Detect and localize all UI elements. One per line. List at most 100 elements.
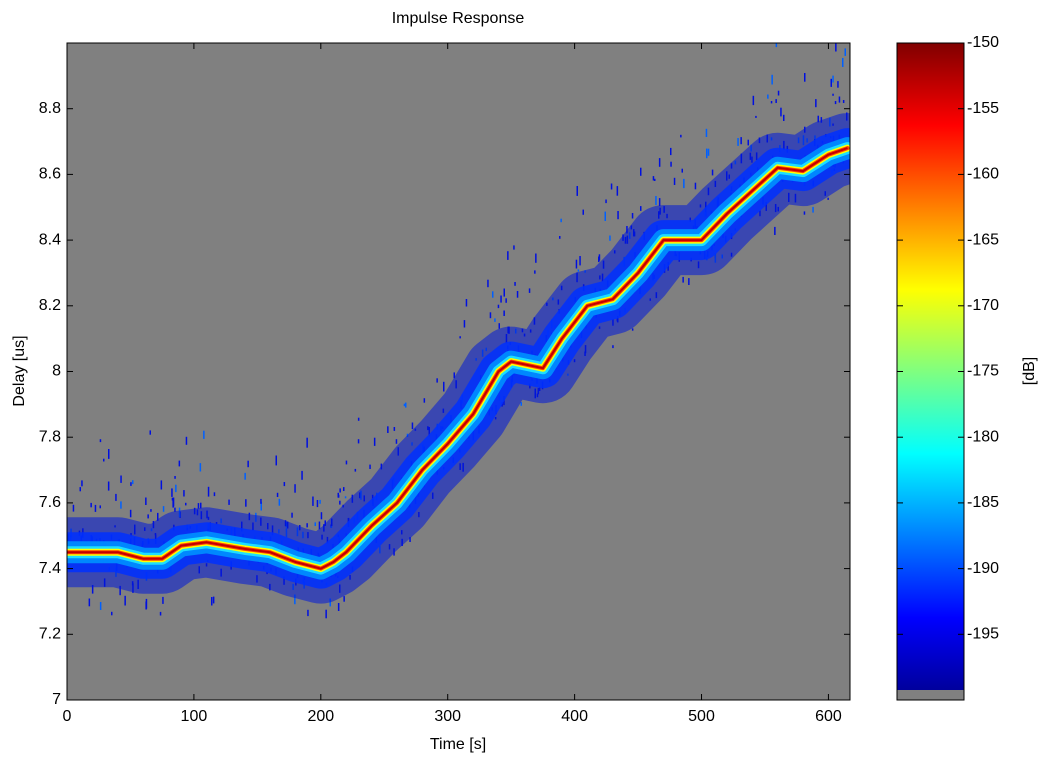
speckle: [103, 458, 105, 462]
speckle: [492, 291, 494, 298]
speckle: [145, 497, 147, 505]
speckle: [640, 206, 642, 211]
speckle: [344, 496, 347, 499]
speckle: [498, 323, 500, 329]
speckle: [244, 472, 246, 480]
speckle: [436, 378, 438, 383]
chart-title: Impulse Response: [392, 10, 525, 27]
speckle: [652, 176, 655, 181]
speckle: [534, 270, 536, 274]
speckle: [487, 279, 489, 288]
speckle: [183, 490, 185, 497]
speckle: [316, 500, 319, 508]
speckle: [283, 482, 286, 487]
speckle: [312, 496, 314, 506]
speckle: [99, 602, 102, 610]
speckle: [171, 497, 174, 501]
speckle: [582, 209, 584, 215]
speckle: [111, 611, 113, 616]
speckle: [838, 96, 841, 103]
y-tick-label: 8.2: [39, 297, 61, 314]
speckle: [276, 492, 279, 497]
speckle: [842, 58, 844, 67]
y-tick-label: 7: [52, 691, 61, 708]
speckle: [673, 177, 676, 185]
speckle: [513, 245, 515, 250]
speckle: [185, 436, 188, 445]
speckle: [577, 269, 580, 272]
speckle: [740, 137, 742, 145]
speckle: [605, 199, 607, 204]
speckle: [314, 522, 316, 526]
speckle: [774, 226, 776, 235]
speckle: [514, 282, 516, 286]
x-tick-label: 400: [561, 708, 588, 725]
speckle: [162, 596, 164, 604]
x-axis-label: Time [s]: [430, 736, 486, 753]
speckle: [771, 74, 773, 85]
speckle: [705, 128, 708, 137]
speckle: [329, 598, 331, 607]
speckle: [658, 198, 661, 207]
speckle: [357, 417, 360, 421]
speckle: [294, 594, 296, 605]
speckle: [820, 117, 823, 123]
speckle: [150, 509, 152, 512]
speckle: [688, 278, 690, 285]
speckle: [395, 439, 398, 444]
speckle: [157, 512, 159, 521]
speckle: [339, 488, 341, 493]
speckle: [339, 500, 341, 505]
speckle: [307, 609, 309, 617]
speckle: [489, 312, 492, 319]
speckle: [409, 537, 411, 542]
speckle: [306, 437, 308, 448]
speckle: [579, 256, 581, 266]
speckle: [804, 73, 806, 82]
speckle: [178, 460, 181, 467]
y-tick-label: 8.6: [39, 166, 61, 183]
speckle: [228, 499, 230, 505]
speckle: [160, 480, 163, 490]
speckle: [837, 81, 839, 88]
colorbar-label: [dB]: [1021, 357, 1038, 385]
speckle: [207, 486, 210, 497]
speckle: [463, 320, 466, 328]
speckle: [107, 481, 110, 491]
speckle: [393, 427, 396, 431]
speckle: [598, 254, 601, 261]
speckle: [318, 521, 321, 530]
y-tick-label: 8: [52, 363, 61, 380]
ridge-line: [67, 147, 848, 570]
speckle: [174, 476, 176, 479]
colorbar-tick-label: -155: [967, 100, 999, 117]
speckle: [337, 492, 339, 498]
speckle: [783, 114, 785, 121]
speckle: [626, 226, 628, 234]
speckle: [465, 299, 468, 307]
speckle: [616, 186, 619, 196]
x-tick-label: 100: [181, 708, 208, 725]
speckle: [159, 611, 162, 616]
speckle: [770, 101, 773, 104]
speckle: [88, 598, 91, 607]
speckle: [373, 437, 376, 446]
speckle: [115, 493, 117, 501]
speckle: [654, 178, 656, 181]
speckle: [500, 295, 502, 303]
speckle: [812, 206, 814, 213]
speckle: [405, 402, 407, 408]
speckle: [560, 218, 562, 223]
colorbar-tick-label: -185: [967, 494, 999, 511]
speckle: [575, 259, 578, 269]
speckle: [175, 484, 177, 493]
speckle: [278, 498, 281, 506]
speckle: [520, 402, 522, 406]
speckle: [291, 512, 293, 518]
speckle: [174, 507, 176, 512]
speckle: [803, 211, 806, 215]
speckle: [108, 449, 110, 459]
speckle: [197, 503, 200, 509]
speckle: [129, 509, 132, 518]
speckle: [171, 488, 173, 497]
